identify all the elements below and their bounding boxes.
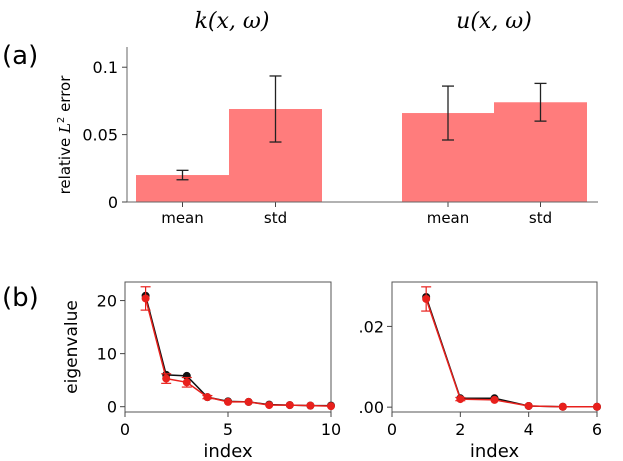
plot-frame: [391, 281, 598, 413]
x-tick-label: std: [529, 209, 552, 227]
series-point-red: [182, 378, 191, 387]
y-tick-label: .00: [359, 398, 384, 417]
series-point-red: [490, 395, 499, 404]
y-axis-label: eigenvalue: [62, 300, 82, 394]
series-point-red: [524, 401, 533, 410]
x-tick-label: 6: [592, 420, 602, 439]
y-tick-label: 0: [107, 398, 117, 417]
series-point-red: [265, 401, 274, 410]
x-tick-label: 0: [120, 420, 130, 439]
series-point-red: [327, 402, 335, 411]
panel-b-label: (b): [2, 283, 39, 313]
series-line-red: [144, 298, 332, 407]
panel-a-bar-chart: (a) k(x, ω) u(x, ω) relative L2 error me…: [2, 9, 598, 227]
series-line-black: [144, 295, 331, 407]
panel-a-label: (a): [2, 41, 38, 71]
series-point-red: [224, 397, 232, 406]
x-tick-label: 4: [524, 420, 534, 439]
x-tick-label: 0: [387, 420, 397, 439]
group-k-title: k(x, ω): [195, 9, 270, 34]
y-tick-label: 20: [97, 292, 117, 311]
series-point-red: [593, 402, 601, 411]
series-line-black: [425, 296, 597, 408]
y-tick-label: 0.05: [82, 126, 118, 145]
series-point-red: [558, 402, 567, 411]
series-point-red: [244, 397, 253, 406]
x-tick-label: mean: [161, 209, 204, 227]
x-tick-label: 10: [321, 420, 341, 439]
x-tick-label: mean: [427, 209, 470, 227]
series-point-red: [306, 401, 315, 410]
series-point-red: [285, 401, 294, 410]
group-u-title: u(x, ω): [456, 9, 532, 34]
series-point-red: [422, 294, 431, 303]
panel-b-left-eigenvalue-plot: 0 5 10 0 10 20 index eigenvalue: [62, 281, 341, 461]
y-tick-label: 0: [108, 193, 118, 212]
series-point-red: [456, 395, 465, 404]
x-axis-label: index: [203, 441, 253, 461]
x-tick-label: std: [264, 209, 287, 227]
panel-b-right-eigenvalue-plot: 0 2 4 6 .00 .02 index: [359, 281, 602, 461]
series-point-red: [141, 294, 150, 303]
series-point-red: [162, 374, 171, 383]
y-tick-label: 10: [97, 345, 117, 364]
series-point-red: [203, 393, 212, 402]
panel-a-ylabel: relative L2 error: [56, 75, 74, 195]
plot-frame: [124, 281, 332, 413]
y-tick-label: .02: [359, 317, 384, 336]
x-axis-label: index: [470, 441, 520, 461]
x-tick-label: 2: [455, 420, 465, 439]
x-tick-label: 5: [223, 420, 233, 439]
y-tick-label: 0.1: [93, 58, 118, 77]
series-line-red: [425, 298, 597, 408]
